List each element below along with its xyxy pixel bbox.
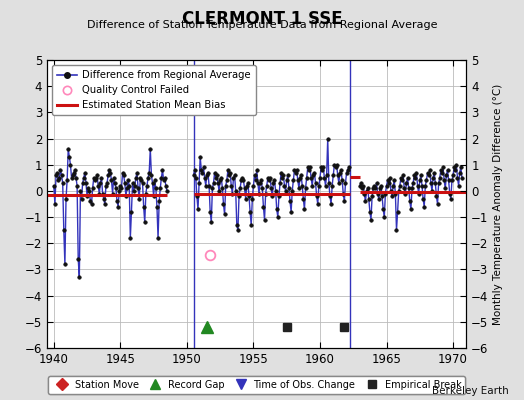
Text: CLERMONT 1 SSE: CLERMONT 1 SSE <box>182 10 342 28</box>
Y-axis label: Monthly Temperature Anomaly Difference (°C): Monthly Temperature Anomaly Difference (… <box>493 83 503 325</box>
Text: Berkeley Earth: Berkeley Earth <box>432 386 508 396</box>
Legend: Station Move, Record Gap, Time of Obs. Change, Empirical Break: Station Move, Record Gap, Time of Obs. C… <box>48 376 465 394</box>
Text: Difference of Station Temperature Data from Regional Average: Difference of Station Temperature Data f… <box>87 20 437 30</box>
